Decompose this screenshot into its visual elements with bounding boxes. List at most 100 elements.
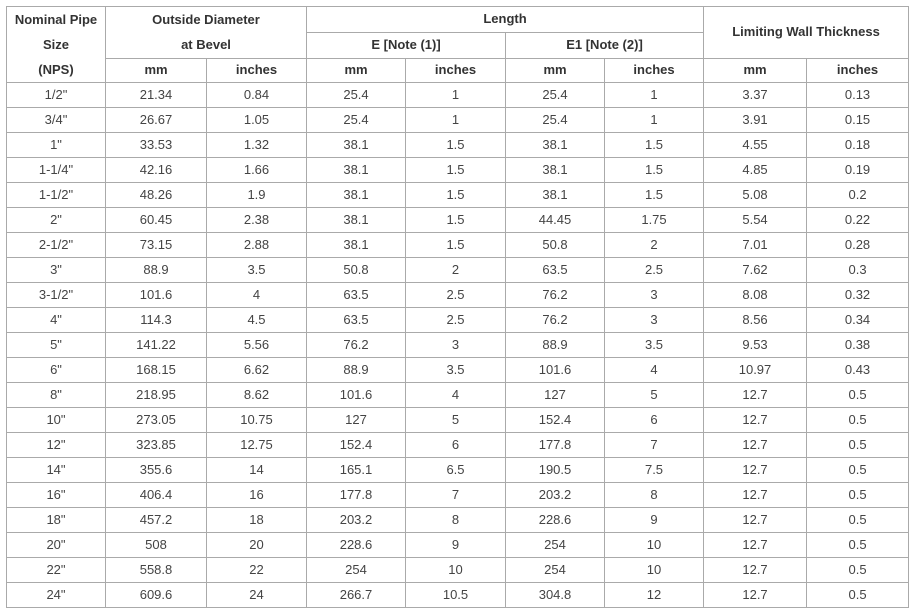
cell-nps: 2" [6, 207, 106, 233]
cell-e1-inches: 2 [603, 232, 705, 258]
cell-e-inches: 2.5 [405, 307, 506, 333]
pipe-dimensions-table: Nominal Pipe Size (NPS) Outside Diameter… [6, 6, 910, 608]
cell-od-inches: 6.62 [206, 357, 307, 383]
cell-lw-mm: 8.56 [703, 307, 808, 333]
cell-e-inches: 9 [405, 532, 506, 558]
cell-e-mm: 127 [306, 407, 406, 433]
cell-lw-inches: 0.22 [806, 207, 910, 233]
cell-od-inches: 1.05 [206, 107, 307, 133]
cell-e1-inches: 8 [603, 482, 705, 508]
cell-od-mm: 141.22 [105, 332, 207, 358]
cell-e-inches: 1 [405, 107, 506, 133]
cell-lw-inches: 0.5 [806, 507, 910, 533]
cell-e-mm: 38.1 [306, 182, 406, 208]
e-mm-header: mm [306, 57, 406, 84]
cell-e1-mm: 254 [505, 532, 605, 558]
cell-e-inches: 1 [405, 82, 506, 108]
cell-od-mm: 508 [105, 532, 207, 558]
nps-header: Nominal Pipe Size (NPS) [6, 6, 106, 83]
cell-e1-inches: 7 [603, 432, 705, 458]
cell-od-inches: 20 [206, 532, 307, 558]
cell-e-inches: 1.5 [405, 207, 506, 233]
cell-e1-mm: 38.1 [505, 157, 605, 183]
header-row-2: E [Note (1)] E1 [Note (2)] [7, 31, 909, 59]
cell-od-mm: 26.67 [105, 107, 207, 133]
table-row: 3" 88.9 3.5 50.8 2 63.5 2.5 7.62 0.3 [6, 257, 910, 283]
cell-e-mm: 76.2 [306, 332, 406, 358]
length-header: Length [305, 6, 705, 33]
e-note-header: E [Note (1)] [306, 31, 506, 59]
cell-od-mm: 218.95 [105, 382, 207, 408]
cell-lw-mm: 4.85 [703, 157, 808, 183]
cell-lw-inches: 0.15 [806, 107, 910, 133]
cell-od-inches: 1.9 [206, 182, 307, 208]
cell-e1-mm: 152.4 [505, 407, 605, 433]
cell-lw-mm: 12.7 [703, 557, 808, 583]
cell-lw-mm: 4.55 [703, 132, 808, 158]
cell-e-inches: 4 [405, 382, 506, 408]
cell-od-mm: 457.2 [105, 507, 207, 533]
cell-od-inches: 3.5 [206, 257, 307, 283]
cell-e-inches: 6 [405, 432, 506, 458]
cell-e-mm: 152.4 [306, 432, 406, 458]
cell-od-mm: 21.34 [105, 82, 207, 108]
cell-nps: 16" [6, 482, 106, 508]
cell-lw-mm: 12.7 [703, 457, 808, 483]
cell-nps: 24" [6, 582, 106, 608]
cell-e-inches: 1.5 [405, 232, 506, 258]
cell-e-mm: 228.6 [306, 532, 406, 558]
cell-e-inches: 8 [405, 507, 506, 533]
cell-e1-inches: 6 [603, 407, 705, 433]
table-row: 2-1/2" 73.15 2.88 38.1 1.5 50.8 2 7.01 0.28 [6, 232, 910, 258]
cell-e-mm: 25.4 [306, 82, 406, 108]
cell-od-inches: 22 [206, 557, 307, 583]
cell-e-mm: 38.1 [306, 207, 406, 233]
cell-e1-inches: 3.5 [603, 332, 705, 358]
cell-nps: 5" [6, 332, 106, 358]
table-row: 18" 457.2 18 203.2 8 228.6 9 12.7 0.5 [6, 507, 910, 533]
cell-lw-inches: 0.34 [806, 307, 910, 333]
cell-lw-mm: 12.7 [703, 382, 808, 408]
cell-e-inches: 10.5 [405, 582, 506, 608]
cell-e1-mm: 101.6 [505, 357, 605, 383]
cell-nps: 1-1/2" [6, 182, 106, 208]
cell-od-inches: 4 [206, 282, 307, 308]
e-inches-header: inches [405, 57, 506, 84]
cell-e-mm: 25.4 [306, 107, 406, 133]
cell-od-inches: 8.62 [206, 382, 307, 408]
cell-lw-inches: 0.5 [806, 557, 910, 583]
cell-nps: 8" [6, 382, 106, 408]
cell-e1-inches: 12 [603, 582, 705, 608]
table-row: 10" 273.05 10.75 127 5 152.4 6 12.7 0.5 [6, 407, 910, 433]
cell-lw-mm: 12.7 [703, 507, 808, 533]
cell-e-mm: 50.8 [306, 257, 406, 283]
cell-e1-mm: 38.1 [505, 182, 605, 208]
cell-od-mm: 88.9 [105, 257, 207, 283]
cell-e-inches: 2 [405, 257, 506, 283]
cell-e1-inches: 3 [603, 282, 705, 308]
cell-e1-inches: 1.5 [603, 182, 705, 208]
cell-nps: 1" [6, 132, 106, 158]
nps-header-line3: (NPS) [38, 62, 74, 77]
cell-od-inches: 10.75 [206, 407, 307, 433]
cell-nps: 6" [6, 357, 106, 383]
cell-lw-inches: 0.32 [806, 282, 910, 308]
cell-nps: 22" [6, 557, 106, 583]
cell-lw-inches: 0.5 [806, 582, 910, 608]
limiting-wall-thickness-header: Limiting Wall Thickness [703, 6, 910, 59]
cell-lw-inches: 0.43 [806, 357, 910, 383]
od-mm-header: mm [105, 57, 207, 84]
cell-lw-inches: 0.5 [806, 382, 910, 408]
cell-od-inches: 12.75 [206, 432, 307, 458]
cell-lw-mm: 10.97 [703, 357, 808, 383]
lw-mm-header: mm [703, 57, 808, 84]
cell-lw-mm: 12.7 [703, 482, 808, 508]
table-row: 3/4" 26.67 1.05 25.4 1 25.4 1 3.91 0.15 [6, 107, 910, 133]
cell-od-mm: 73.15 [105, 232, 207, 258]
cell-nps: 18" [6, 507, 106, 533]
cell-e-mm: 101.6 [306, 382, 406, 408]
cell-e-inches: 1.5 [405, 132, 506, 158]
cell-lw-mm: 5.54 [703, 207, 808, 233]
cell-lw-inches: 0.2 [806, 182, 910, 208]
cell-od-mm: 273.05 [105, 407, 207, 433]
